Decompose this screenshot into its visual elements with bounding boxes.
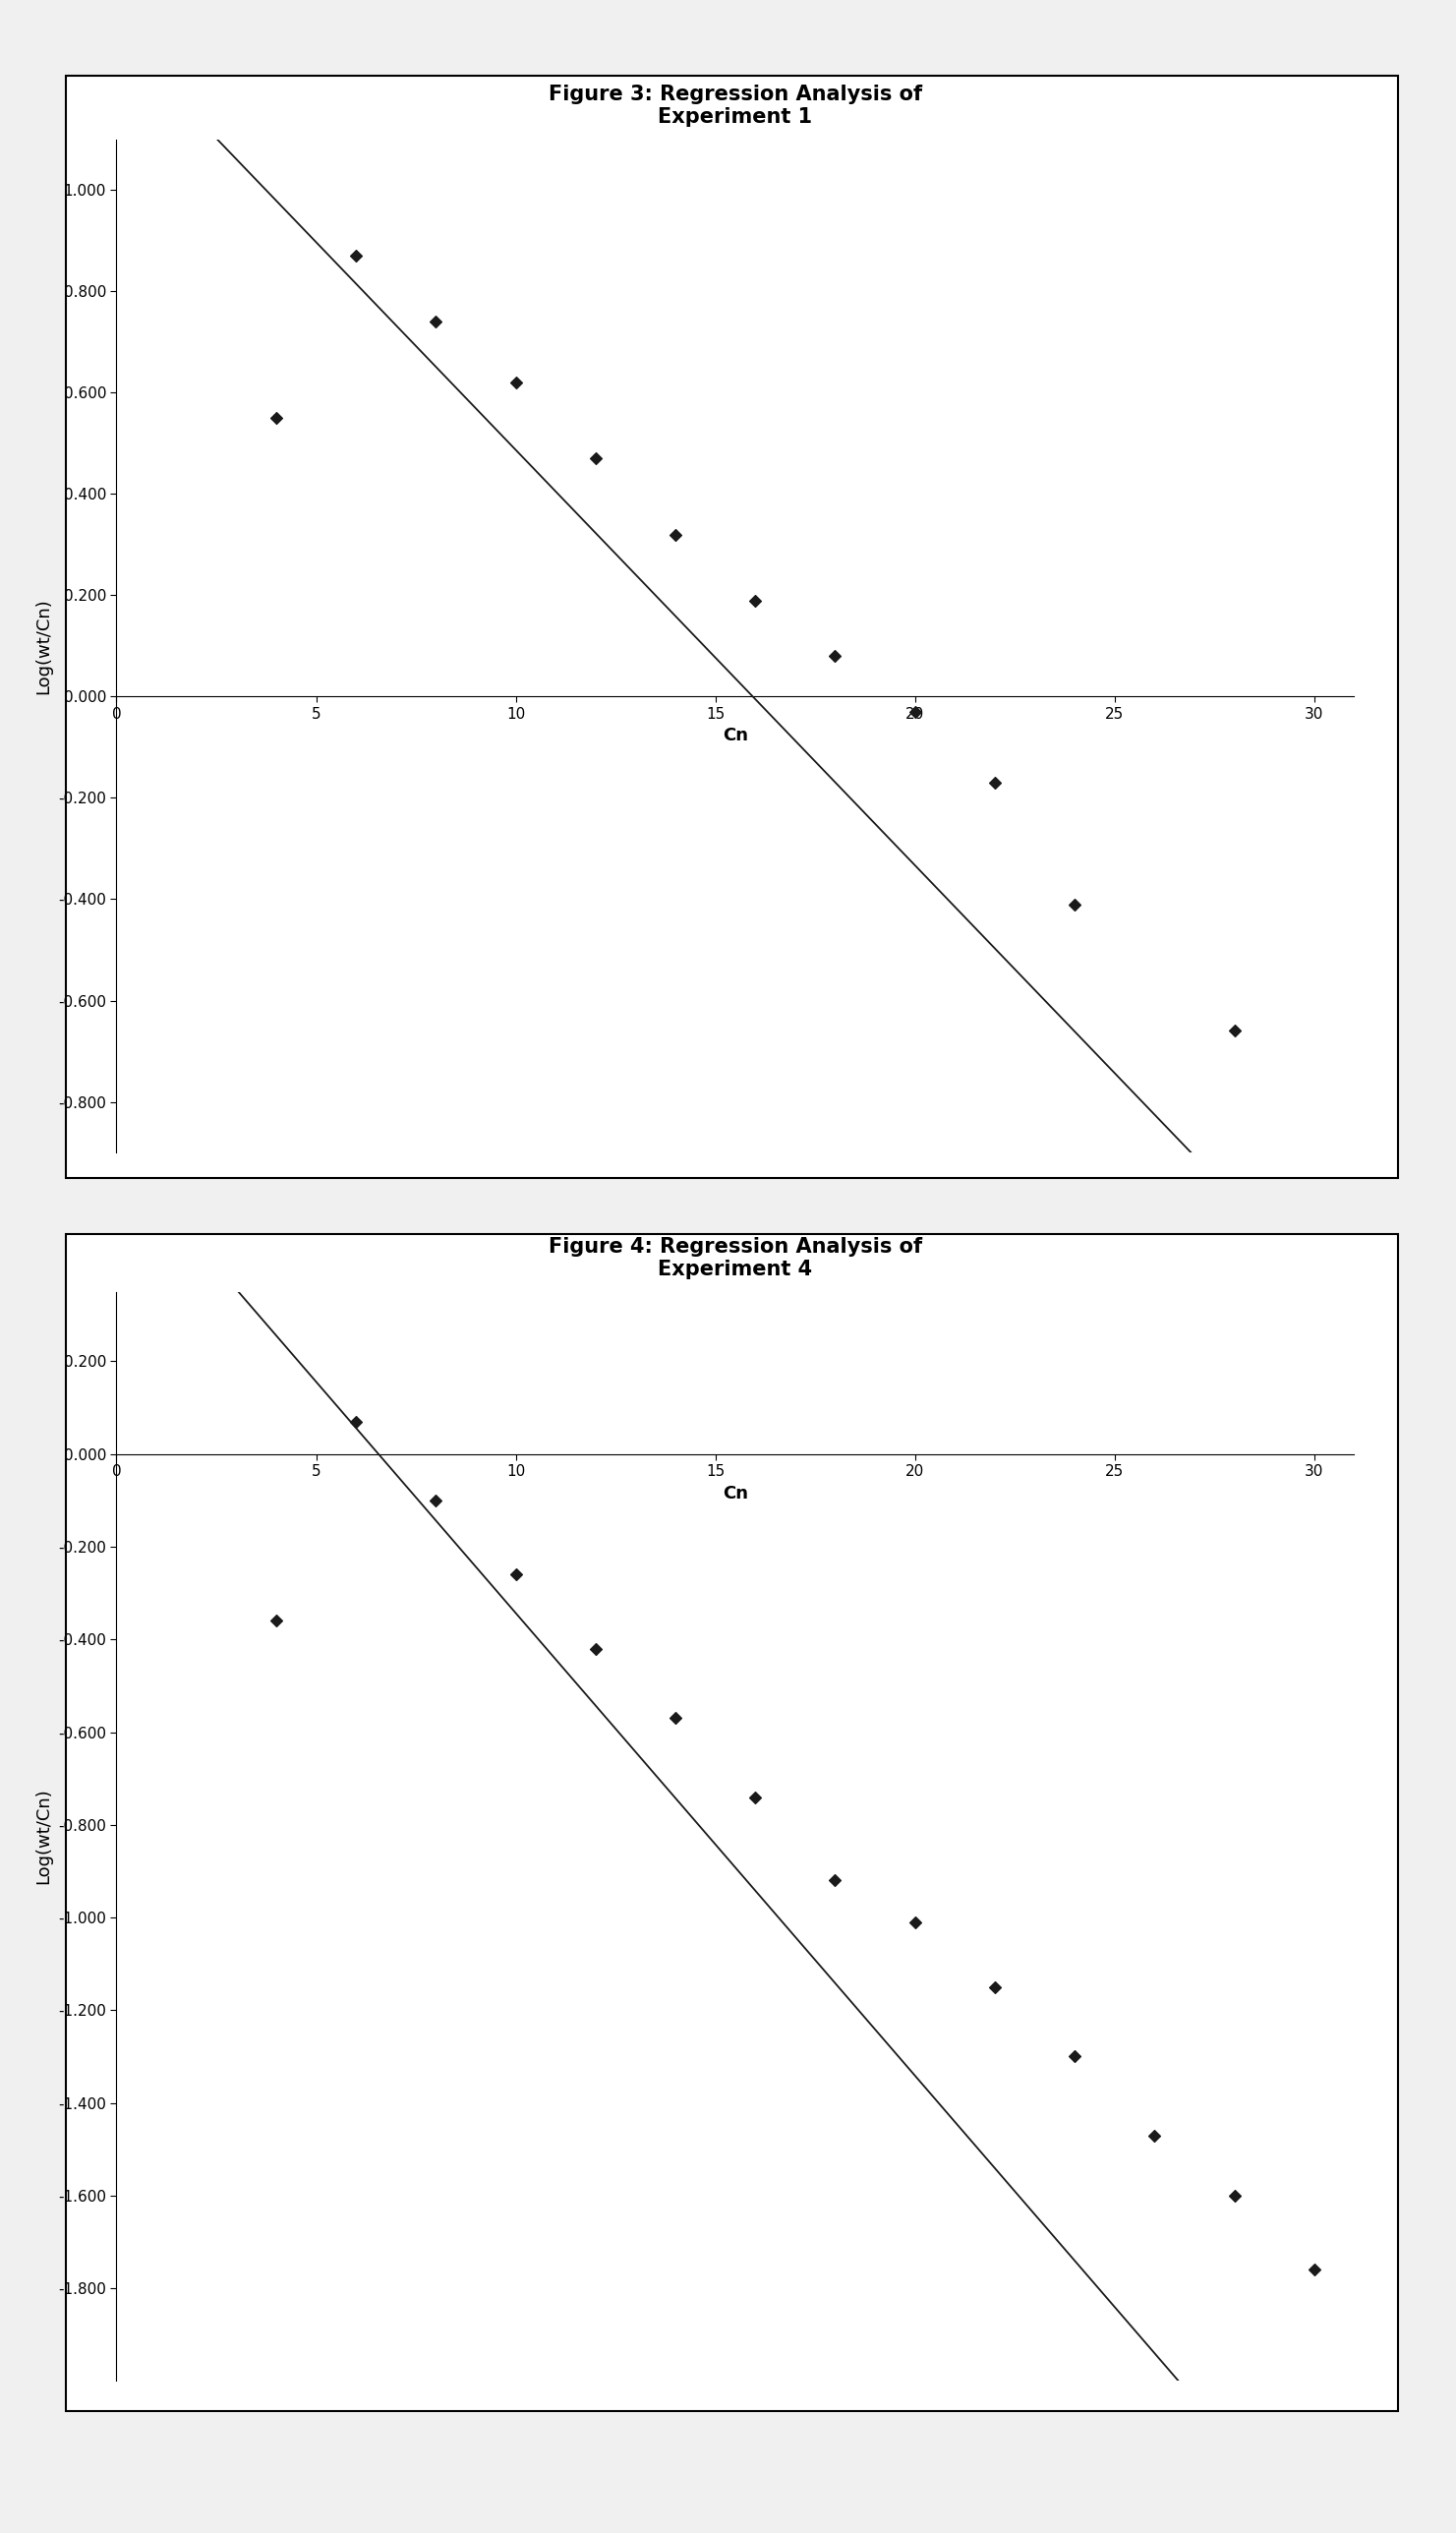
Point (1223, 2176, 1246, 2216)
X-axis label: Cn: Cn (722, 727, 748, 745)
Point (584, 1629, 607, 1669)
Title: Figure 4: Regression Analysis of
Experiment 4: Figure 4: Regression Analysis of Experim… (549, 1236, 922, 1279)
Point (983, 762, 1006, 803)
Point (744, 580, 767, 621)
Point (824, 1859, 847, 1900)
Point (424, 301, 447, 342)
Point (903, 1902, 926, 1943)
Point (1303, 2249, 1326, 2290)
Point (504, 362, 527, 403)
X-axis label: Cn: Cn (722, 1484, 748, 1502)
Point (1063, 2037, 1086, 2077)
Point (504, 1555, 527, 1596)
Point (345, 1401, 368, 1441)
Point (584, 438, 607, 479)
Point (903, 692, 926, 732)
Point (664, 1697, 687, 1738)
Point (1063, 884, 1086, 925)
Y-axis label: Log(wt/Cn): Log(wt/Cn) (35, 1788, 52, 1885)
Point (1143, 2115, 1166, 2156)
Point (345, 236, 368, 276)
Point (1223, 1011, 1246, 1051)
Point (265, 1601, 288, 1641)
Title: Figure 3: Regression Analysis of
Experiment 1: Figure 3: Regression Analysis of Experim… (549, 84, 922, 127)
Point (265, 398, 288, 438)
Y-axis label: Log(wt/Cn): Log(wt/Cn) (35, 598, 52, 694)
Point (983, 1966, 1006, 2006)
Point (664, 514, 687, 555)
Point (744, 1776, 767, 1816)
Point (424, 1479, 447, 1520)
Point (824, 636, 847, 676)
